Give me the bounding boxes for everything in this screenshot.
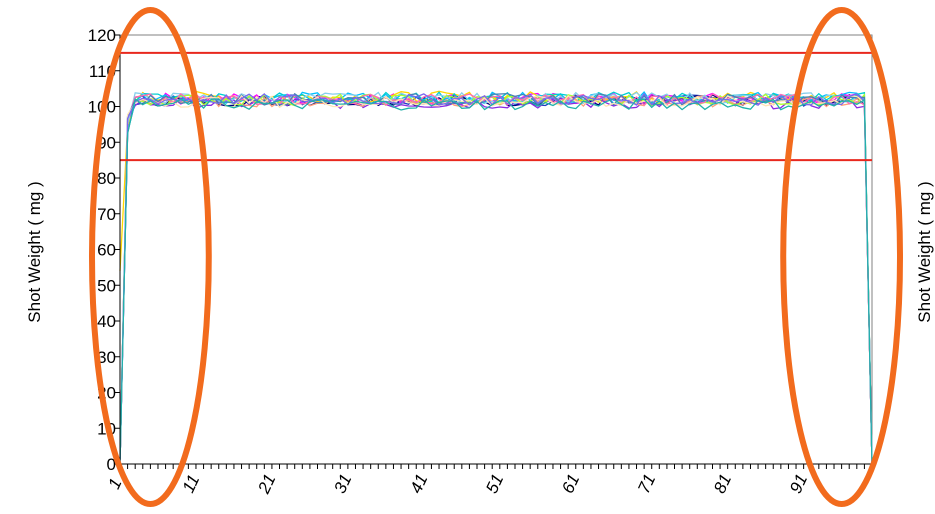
x-tick-label: 21: [254, 471, 280, 497]
y-tick-label: 0: [107, 455, 116, 474]
series-line: [119, 92, 873, 465]
series-line: [119, 91, 873, 465]
y-tick-label: 40: [97, 312, 116, 331]
x-tick-label: 71: [634, 471, 659, 496]
x-tick-label: 91: [786, 471, 811, 496]
y-tick-label: 50: [97, 276, 116, 295]
x-tick-label: 31: [330, 471, 355, 496]
highlight-ellipses: [89, 7, 903, 507]
y-tick-label: 60: [97, 241, 116, 260]
x-tick-label: 41: [406, 471, 431, 496]
series-line: [119, 92, 873, 465]
y-tick-label: 80: [97, 169, 116, 188]
x-tick-label: 81: [710, 471, 735, 496]
y-tick-label: 30: [97, 348, 116, 367]
limit-lines: [120, 51, 872, 162]
x-tick-labels: 1 11 21 31 41 51 61 71 81 91: [104, 464, 873, 497]
series-line: [119, 98, 873, 465]
x-tick-label: 61: [558, 471, 583, 496]
x-tick-label: 51: [482, 471, 507, 496]
plot-area: [119, 34, 873, 465]
y-axis-title-right: Shot Weight ( mg ): [915, 181, 934, 322]
y-axis-title: Shot Weight ( mg ): [25, 181, 44, 322]
y-tick-label: 70: [97, 205, 116, 224]
plot-frame: [119, 34, 873, 465]
highlight-ellipse: [89, 7, 212, 507]
highlight-ellipse: [780, 7, 903, 507]
y-tick-label: 120: [88, 26, 116, 45]
series-line: [119, 94, 873, 465]
series-layer: [119, 90, 873, 465]
x-tick-label: 11: [179, 472, 204, 496]
